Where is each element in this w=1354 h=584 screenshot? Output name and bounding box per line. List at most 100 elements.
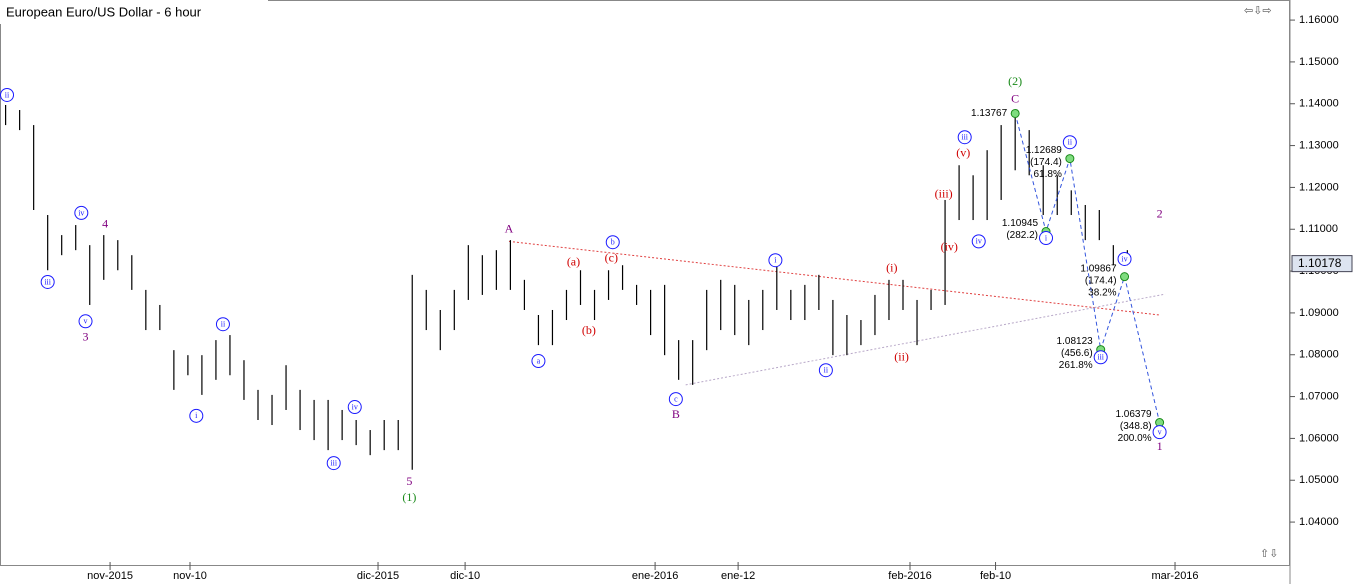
projection-price: 1.10945 xyxy=(1002,218,1039,229)
wave-circle xyxy=(957,130,972,145)
wave-label: iv xyxy=(1121,254,1127,263)
trendline xyxy=(508,240,1160,316)
plot-area xyxy=(0,0,1290,566)
wave-label: iv xyxy=(78,208,84,217)
wave-label: iv xyxy=(352,402,358,411)
projection-point xyxy=(1010,108,1020,118)
x-tick-label: feb-2016 xyxy=(888,570,931,582)
wave-label: 4 xyxy=(102,216,108,230)
y-tick-label: 1.06000 xyxy=(1299,432,1339,444)
wave-label: A xyxy=(505,221,514,235)
wave-circle xyxy=(1039,231,1054,246)
wave-label: iii xyxy=(1097,353,1104,362)
projection-point xyxy=(1065,154,1075,164)
wave-label: iv xyxy=(976,237,982,246)
x-tick-label: ene-12 xyxy=(721,570,755,582)
y-tick-label: 1.15000 xyxy=(1299,56,1339,68)
last-price: 1.10178 xyxy=(1298,256,1342,270)
projection-note: 38.2% xyxy=(1088,287,1116,298)
wave-circle xyxy=(1152,425,1167,440)
wave-label: iii xyxy=(44,277,51,286)
y-tick-label: 1.13000 xyxy=(1299,139,1339,151)
zoom-icons[interactable]: ⇧⇩ xyxy=(1260,548,1278,560)
y-tick-label: 1.09000 xyxy=(1299,307,1339,319)
projection-note: (348.8) xyxy=(1120,421,1152,432)
last-price-box xyxy=(1291,255,1353,273)
trendline xyxy=(685,293,1166,386)
y-tick-label: 1.05000 xyxy=(1299,474,1339,486)
wave-label: ii xyxy=(5,90,10,99)
wave-label: iii xyxy=(330,458,337,467)
wave-label: ii xyxy=(1068,138,1073,147)
chart-title: European Euro/US Dollar - 6 hour xyxy=(6,4,202,19)
wave-circle xyxy=(971,234,986,249)
projection-price: 1.06379 xyxy=(1115,409,1152,420)
wave-circle xyxy=(78,314,93,329)
wave-label: 2 xyxy=(1157,206,1163,220)
wave-circle xyxy=(74,205,89,220)
wave-label: 5 xyxy=(406,474,412,488)
wave-circle xyxy=(0,87,15,102)
wave-circle xyxy=(768,253,783,268)
projection-note: 261.8% xyxy=(1059,360,1093,371)
wave-circle xyxy=(668,392,683,407)
wave-circle xyxy=(40,274,55,289)
wave-circle xyxy=(1117,251,1132,266)
x-tick-label: feb-10 xyxy=(980,570,1011,582)
projection-price: 1.09867 xyxy=(1080,263,1117,274)
projection-price: 1.08123 xyxy=(1057,336,1094,347)
wave-circle xyxy=(818,363,833,378)
projection-note: 61.8% xyxy=(1033,169,1061,180)
wave-label: (iv) xyxy=(941,239,958,253)
wave-label: a xyxy=(537,356,541,365)
wave-circle xyxy=(1062,135,1077,150)
nav-icons[interactable]: ⇦⇩⇨ xyxy=(1244,5,1272,17)
wave-label: B xyxy=(672,407,680,421)
y-tick-label: 1.07000 xyxy=(1299,390,1339,402)
wave-label: (c) xyxy=(605,250,618,264)
projection-note: 200.0% xyxy=(1118,433,1152,444)
projection-note: (174.4) xyxy=(1085,275,1117,286)
wave-label: i xyxy=(195,411,198,420)
wave-label: (1) xyxy=(402,490,416,504)
projection-note: (282.2) xyxy=(1006,230,1038,241)
wave-label: (a) xyxy=(567,255,580,269)
wave-label: ii xyxy=(824,366,829,375)
y-tick-label: 1.04000 xyxy=(1299,516,1339,528)
projection-price: 1.12689 xyxy=(1026,145,1063,156)
wave-label: c xyxy=(674,394,678,403)
x-tick-label: ene-2016 xyxy=(632,570,679,582)
x-tick-label: nov-10 xyxy=(173,570,207,582)
projection-note: (174.4) xyxy=(1030,157,1062,168)
y-tick-label: 1.16000 xyxy=(1299,14,1339,26)
x-tick-label: mar-2016 xyxy=(1151,570,1198,582)
projection-path xyxy=(1014,113,1161,423)
wave-label: 3 xyxy=(83,329,89,343)
wave-label: v xyxy=(84,317,88,326)
y-tick-label: 1.12000 xyxy=(1299,181,1339,193)
wave-circle xyxy=(189,408,204,423)
y-tick-label: 1.08000 xyxy=(1299,349,1339,361)
projection-point xyxy=(1120,272,1130,282)
x-tick-label: dic-2015 xyxy=(357,570,399,582)
wave-label: (i) xyxy=(886,260,897,274)
x-tick-label: nov-2015 xyxy=(87,570,133,582)
price-axis-panel xyxy=(1290,0,1354,584)
y-tick-label: 1.11000 xyxy=(1299,223,1338,235)
x-tick-label: dic-10 xyxy=(450,570,480,582)
wave-label: iii xyxy=(961,133,968,142)
title-box xyxy=(0,0,268,24)
wave-label: C xyxy=(1011,91,1019,105)
wave-circle xyxy=(605,235,620,250)
wave-circle xyxy=(326,456,341,471)
wave-label: ii xyxy=(221,320,226,329)
wave-label: i xyxy=(1045,233,1048,242)
wave-label: (2) xyxy=(1008,74,1022,88)
wave-circle xyxy=(347,400,362,415)
wave-label: (v) xyxy=(956,145,970,159)
projection-note: (456.6) xyxy=(1061,348,1093,359)
wave-label: (b) xyxy=(582,323,596,337)
wave-circle xyxy=(1093,350,1108,365)
